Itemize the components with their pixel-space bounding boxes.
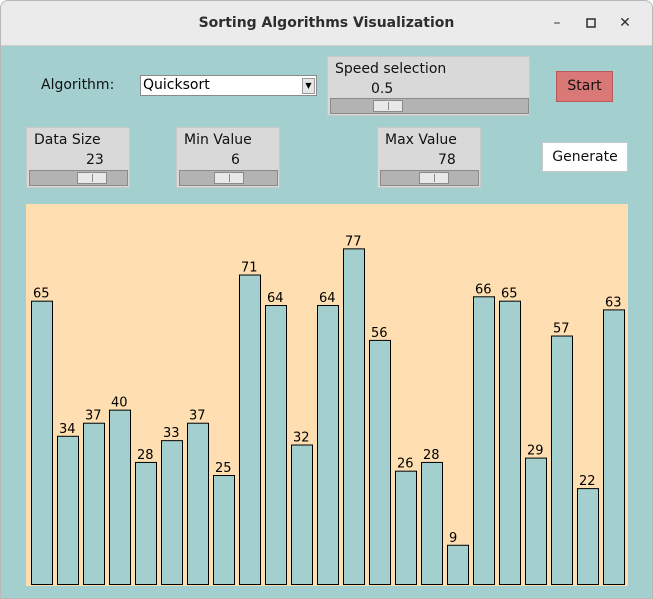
bar xyxy=(395,470,417,585)
bar-value-label: 77 xyxy=(345,234,362,249)
speed-value: 0.5 xyxy=(371,81,394,97)
speed-scale: Speed selection 0.5 xyxy=(327,56,530,116)
bar xyxy=(135,461,157,586)
bar xyxy=(603,309,625,585)
bar xyxy=(421,461,443,586)
algorithm-selected-value: Quicksort xyxy=(143,77,210,93)
bar xyxy=(447,544,469,585)
bar-value-label: 57 xyxy=(553,322,570,337)
bar xyxy=(31,300,53,586)
bar xyxy=(577,488,599,586)
bar xyxy=(317,305,339,586)
bar xyxy=(291,444,313,585)
window-title: Sorting Algorithms Visualization xyxy=(198,15,455,31)
bar-value-label: 34 xyxy=(59,422,76,437)
bar-value-label: 37 xyxy=(189,409,206,424)
bar xyxy=(83,422,105,585)
bar xyxy=(265,305,287,586)
data-size-scale: Data Size 23 xyxy=(26,127,130,188)
bar-value-label: 28 xyxy=(137,448,154,463)
bar-value-label: 25 xyxy=(215,461,232,476)
title-bar[interactable]: Sorting Algorithms Visualization – ✕ xyxy=(1,1,652,46)
min-value-value: 6 xyxy=(231,152,240,168)
bar-value-label: 33 xyxy=(163,426,180,441)
bar-value-label: 26 xyxy=(397,457,414,472)
bar-value-label: 9 xyxy=(449,531,457,546)
data-size-label: Data Size xyxy=(34,132,101,148)
bar-value-label: 63 xyxy=(605,295,622,310)
bar xyxy=(109,409,131,585)
bar-value-label: 64 xyxy=(319,291,336,306)
bar-value-label: 22 xyxy=(579,474,596,489)
minimize-icon[interactable]: – xyxy=(553,15,561,31)
main-panel: Algorithm: Quicksort ▼ Speed selection 0… xyxy=(11,46,643,588)
bar xyxy=(187,422,209,585)
min-value-scale: Min Value 6 xyxy=(176,127,280,188)
bar xyxy=(473,296,495,586)
max-value-value: 78 xyxy=(438,152,456,168)
bar xyxy=(57,435,79,585)
speed-slider-thumb[interactable] xyxy=(373,100,403,112)
bar-chart: 65 34 37 40 28 33 37 25 71 64 32 64 77 56 26 28 9 66 65 29 5… xyxy=(31,234,625,586)
bar xyxy=(551,335,573,585)
bar xyxy=(499,300,521,586)
data-size-slider-thumb[interactable] xyxy=(77,172,107,184)
max-value-slider-thumb[interactable] xyxy=(419,172,449,184)
generate-button[interactable]: Generate xyxy=(542,142,628,172)
max-value-label: Max Value xyxy=(385,132,457,148)
bar-value-label: 71 xyxy=(241,261,258,276)
bar-value-label: 56 xyxy=(371,326,388,341)
speed-label: Speed selection xyxy=(335,61,447,77)
bar-value-label: 29 xyxy=(527,444,544,459)
bar xyxy=(369,339,391,585)
min-value-label: Min Value xyxy=(184,132,252,148)
min-value-slider-thumb[interactable] xyxy=(214,172,244,184)
algorithm-label: Algorithm: xyxy=(41,77,115,93)
bar-value-label: 32 xyxy=(293,431,310,446)
bar-value-label: 64 xyxy=(267,291,284,306)
maximize-icon[interactable] xyxy=(581,13,601,33)
bar xyxy=(161,440,183,585)
close-icon[interactable]: ✕ xyxy=(619,15,631,31)
bar-value-label: 28 xyxy=(423,448,440,463)
algorithm-select[interactable]: Quicksort ▼ xyxy=(140,75,317,96)
data-size-slider[interactable] xyxy=(29,170,128,186)
start-button[interactable]: Start xyxy=(556,71,613,102)
bar-value-label: 37 xyxy=(85,409,102,424)
max-value-scale: Max Value 78 xyxy=(377,127,481,188)
bar xyxy=(343,248,365,585)
bar xyxy=(525,457,547,585)
speed-slider[interactable] xyxy=(330,98,529,114)
bar-value-label: 66 xyxy=(475,282,492,297)
bar-value-label: 65 xyxy=(501,287,518,302)
bar xyxy=(239,274,261,585)
bar-chart-canvas: 65 34 37 40 28 33 37 25 71 64 32 64 77 56 26 28 9 66 65 29 5… xyxy=(26,204,628,586)
bar-value-label: 65 xyxy=(33,287,50,302)
bar xyxy=(213,475,235,585)
data-size-value: 23 xyxy=(86,152,104,168)
min-value-slider[interactable] xyxy=(179,170,278,186)
chevron-down-icon[interactable]: ▼ xyxy=(302,78,315,94)
bar-value-label: 40 xyxy=(111,396,128,411)
max-value-slider[interactable] xyxy=(380,170,479,186)
